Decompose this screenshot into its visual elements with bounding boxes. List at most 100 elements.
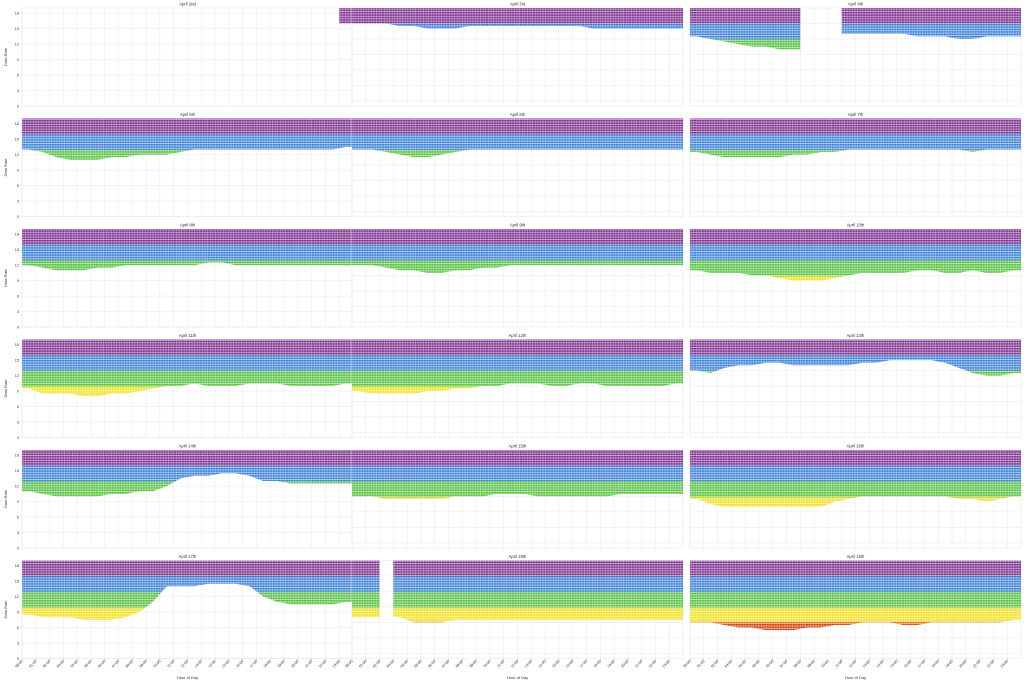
x-tick-label: 10:00	[482, 659, 491, 668]
x-tick-label: 05:00	[413, 659, 422, 668]
y-tick-label: 6	[17, 405, 19, 409]
x-tick-label: 09:00	[469, 659, 478, 668]
panel: April 15th	[351, 444, 684, 549]
x-tick-label: 07:00	[779, 659, 788, 668]
panel: 0 3 6 9 12 15 18 April 2nd Data Rate	[3, 2, 354, 108]
x-tick-label: 19:00	[945, 659, 954, 668]
panel: April 4th	[689, 2, 1022, 107]
x-tick-label: 19:00	[607, 659, 616, 668]
x-tick-label: 20:00	[620, 659, 629, 668]
panel-title: April 4th	[848, 2, 864, 7]
x-tick-label: 16:00	[565, 659, 574, 668]
panel-title: April 8th	[180, 223, 196, 228]
x-tick-label: 00:00	[345, 659, 354, 668]
dot-texture	[352, 229, 683, 273]
y-tick-label: 0	[17, 657, 19, 661]
panel: April 9th	[351, 223, 684, 328]
x-tick-label: 01:00	[358, 659, 367, 668]
x-tick-label: 07:00	[441, 659, 450, 668]
x-tick-label: 14:00	[538, 659, 547, 668]
panel: April 6th	[351, 112, 684, 217]
y-tick-label: 3	[17, 89, 19, 93]
y-tick-label: 18	[15, 453, 19, 457]
x-tick-label: 12:00	[848, 659, 857, 668]
dot-texture	[690, 8, 1021, 50]
panel-title: April 15th	[509, 444, 527, 449]
x-tick-label: 06:00	[427, 659, 436, 668]
y-tick-label: 18	[15, 11, 19, 15]
x-tick-label: 22:00	[986, 659, 995, 668]
x-tick-label: 10:00	[820, 659, 829, 668]
dot-texture	[22, 118, 353, 160]
x-tick-label: 04:00	[70, 659, 79, 668]
x-tick-label: 08:00	[125, 659, 134, 668]
panel: April 12th	[351, 333, 684, 438]
dot-texture	[690, 118, 1021, 158]
panel: April 19th 00:00 01:00 02:00 03:00 04:00 05:00…	[683, 554, 1022, 680]
y-tick-label: 18	[15, 564, 19, 568]
y-tick-label: 6	[17, 515, 19, 519]
y-tick-label: 6	[17, 184, 19, 188]
x-tick-label: 22:00	[648, 659, 657, 668]
dot-texture	[22, 560, 353, 620]
x-tick-label: 15:00	[889, 659, 898, 668]
x-tick-label: 04:00	[738, 659, 747, 668]
panel: April 18th 00:00 01:00 02:00 03:00 04:00 05:00…	[345, 554, 684, 680]
y-tick-label: 3	[17, 641, 19, 645]
x-tick-label: 17:00	[579, 659, 588, 668]
dot-texture	[352, 339, 683, 394]
panel-title: April 10th	[847, 223, 865, 228]
x-tick-label: 02:00	[710, 659, 719, 668]
dot-texture	[22, 339, 353, 397]
dot-texture	[690, 339, 1021, 376]
y-tick-label: 18	[15, 343, 19, 347]
panel: 0 3 6 9 12 15 18 April 17th Data Rate 00:00 01:00 0…	[3, 554, 354, 680]
x-tick-label: 12:00	[510, 659, 519, 668]
x-tick-label: 06:00	[97, 659, 106, 668]
dot-texture	[690, 560, 1021, 631]
y-tick-label: 9	[17, 279, 19, 283]
y-tick-label: 15	[15, 137, 19, 141]
y-tick-label: 9	[17, 58, 19, 62]
y-axis-label: Data Rate	[3, 268, 8, 287]
y-tick-label: 15	[15, 27, 19, 31]
y-tick-label: 3	[17, 531, 19, 535]
panel-title: April 14th	[179, 444, 197, 449]
x-axis-label: Hour of Day	[845, 675, 866, 680]
x-tick-label: 11:00	[834, 659, 843, 668]
x-tick-label: 13:00	[862, 659, 871, 668]
x-tick-label: 02:00	[372, 659, 381, 668]
y-tick-label: 3	[17, 310, 19, 314]
y-axis-label: Data Rate	[3, 600, 8, 619]
x-tick-label: 15:00	[551, 659, 560, 668]
panel-title: April 17th	[179, 554, 197, 559]
y-tick-label: 9	[17, 610, 19, 614]
panel-title: April 16th	[847, 444, 865, 449]
x-tick-label: 16:00	[903, 659, 912, 668]
dot-texture	[352, 450, 683, 499]
panel-title: April 19th	[847, 554, 865, 559]
dot-texture	[352, 8, 683, 29]
x-tick-label: 03:00	[56, 659, 65, 668]
x-tick-label: 14:00	[876, 659, 885, 668]
x-tick-label: 23:00	[1000, 659, 1009, 668]
x-axis-label: Hour of Day	[507, 675, 528, 680]
dot-texture	[339, 8, 353, 24]
y-tick-label: 9	[17, 389, 19, 393]
x-tick-label: 15:00	[221, 659, 230, 668]
panel-title: April 18th	[509, 554, 527, 559]
x-tick-label: 06:00	[765, 659, 774, 668]
x-tick-label: 07:00	[111, 659, 120, 668]
panel-title: April 7th	[848, 112, 864, 117]
x-tick-label: 13:00	[194, 659, 203, 668]
x-tick-label: 23:00	[662, 659, 671, 668]
x-tick-label: 21:00	[304, 659, 313, 668]
panel: 0 3 6 9 12 15 18 April 14th Data Rate	[3, 444, 354, 550]
x-tick-label: 08:00	[793, 659, 802, 668]
x-tick-label: 11:00	[166, 659, 175, 668]
x-tick-label: 18:00	[931, 659, 940, 668]
panel-title: April 3rd	[510, 2, 526, 7]
panel: 0 3 6 9 12 15 18 April 11th Data Rate	[3, 333, 354, 440]
y-tick-label: 0	[17, 104, 19, 108]
